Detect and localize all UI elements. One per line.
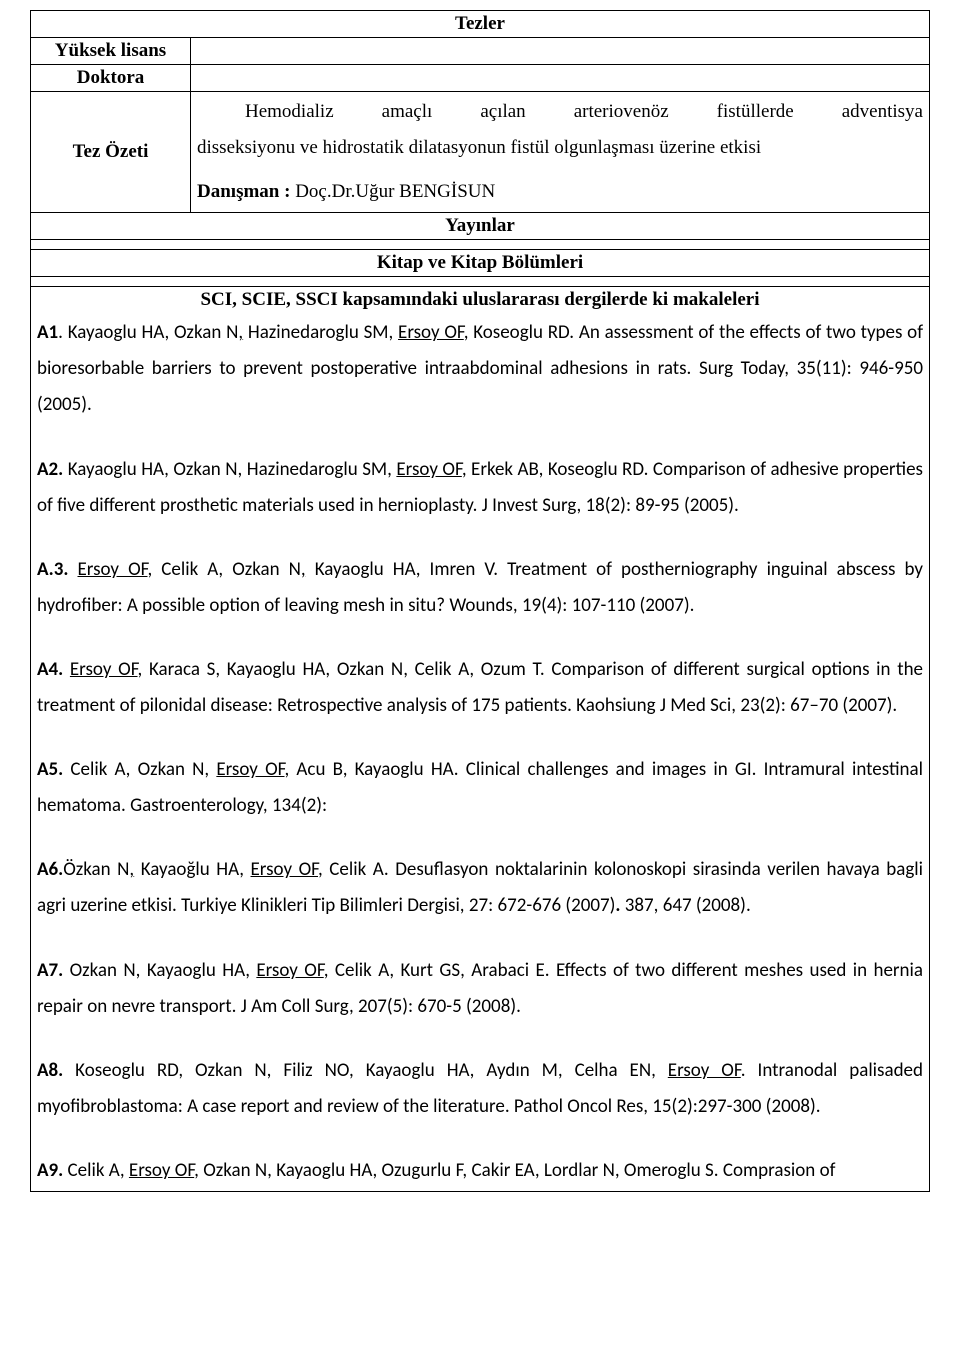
danisman-name: Doç.Dr.Uğur BENGİSUN — [290, 181, 495, 202]
row-sci-heading: SCI, SCIE, SSCI kapsamındaki uluslararas… — [31, 287, 930, 314]
a6-t2: Kayaoğlu HA, — [134, 858, 250, 881]
a1-t2: Hazinedaroglu SM, — [243, 321, 398, 344]
row-tezler: Tezler — [31, 11, 930, 38]
a8-ersoy: Ersoy OF — [668, 1059, 741, 1082]
a5-t1: Celik A, Ozkan N, — [63, 758, 216, 781]
article-a4: A4. Ersoy OF, Karaca S, Kayaoglu HA, Ozk… — [37, 652, 923, 724]
a3-ersoy: Ersoy OF — [78, 558, 148, 581]
a9-ersoy: Ersoy OF — [129, 1159, 194, 1182]
a9-t1: Celik A, — [63, 1159, 129, 1182]
row-doktora: Doktora — [31, 65, 930, 92]
a9-t2: , Ozkan N, Kayaoglu HA, Ozugurlu F, Caki… — [194, 1159, 835, 1182]
a4-label: A4. — [37, 658, 63, 681]
document-page: Tezler Yüksek lisans Doktora Tez Özeti H… — [0, 0, 960, 1192]
a2-label: A2. — [37, 458, 63, 481]
row-kitap: Kitap ve Kitap Bölümleri — [31, 250, 930, 277]
cv-table: Tezler Yüksek lisans Doktora Tez Özeti H… — [30, 10, 930, 1192]
tez-line1-part1: Hemodializ amaçlı açılan arteriovenöz fi… — [197, 94, 923, 130]
a2-ersoy: Ersoy OF — [396, 458, 461, 481]
a5-ersoy: Ersoy OF — [216, 758, 284, 781]
heading-tezler: Tezler — [31, 11, 930, 38]
article-a7: A7. Ozkan N, Kayaoglu HA, Ersoy OF, Celi… — [37, 953, 923, 1025]
a1-ersoy: Ersoy OF — [398, 321, 464, 344]
a4-sp — [63, 658, 70, 681]
a8-t1: Koseoglu RD, Ozkan N, Filiz NO, Kayaoglu… — [63, 1059, 668, 1082]
cell-yuksek-lisans-value — [191, 38, 930, 65]
a4-t1: , Karaca S, Kayaoglu HA, Ozkan N — [138, 658, 404, 681]
row-yayinlar: Yayınlar — [31, 213, 930, 240]
a9-label: A9. — [37, 1159, 63, 1182]
a6-label: A6. — [37, 858, 63, 881]
a6-ersoy: Ersoy OF — [251, 858, 318, 881]
a6-t4: 387, 647 (2008). — [621, 894, 751, 917]
heading-sci: SCI, SCIE, SSCI kapsamındaki uluslararas… — [31, 287, 930, 314]
a3-sp — [68, 558, 77, 581]
a2-t1: Kayaoglu HA, Ozkan N — [63, 458, 237, 481]
label-yuksek-lisans: Yüksek lisans — [31, 38, 191, 65]
a5-label: A5. — [37, 758, 63, 781]
article-a3: A.3. Ersoy OF, Celik A, Ozkan N, Kayaogl… — [37, 552, 923, 624]
article-a1: A1. Kayaoglu HA, Ozkan N, Hazinedaroglu … — [37, 315, 923, 423]
a7-ersoy: Ersoy OF — [256, 959, 323, 982]
a1-t1: . Kayaoglu HA, Ozkan N — [58, 321, 238, 344]
a1-label: A1 — [37, 321, 58, 344]
label-doktora: Doktora — [31, 65, 191, 92]
tez-line1-part2: disseksiyonu ve hidrostatik dilatasyonun… — [197, 137, 761, 158]
articles-body: A1. Kayaoglu HA, Ozkan N, Hazinedaroglu … — [31, 313, 930, 1191]
heading-kitap: Kitap ve Kitap Bölümleri — [31, 250, 930, 277]
spacer-2 — [31, 277, 930, 287]
a3-t1: , Celik A, Ozkan N — [148, 558, 301, 581]
spacer-1 — [31, 240, 930, 250]
row-tez-ozeti: Tez Özeti Hemodializ amaçlı açılan arter… — [31, 92, 930, 213]
article-a9: A9. Celik A, Ersoy OF, Ozkan N, Kayaoglu… — [37, 1153, 923, 1189]
a7-label: A7. — [37, 959, 63, 982]
row-yuksek-lisans: Yüksek lisans — [31, 38, 930, 65]
a3-label: A.3. — [37, 558, 68, 581]
row-articles: A1. Kayaoglu HA, Ozkan N, Hazinedaroglu … — [31, 313, 930, 1191]
danisman-label: Danışman : — [197, 181, 290, 202]
article-a6: A6.Özkan N, Kayaoğlu HA, Ersoy OF, Celik… — [37, 852, 923, 924]
a8-label: A8. — [37, 1059, 63, 1082]
a2-t2: Hazinedaroglu SM, — [242, 458, 396, 481]
a6-t1: Özkan N — [63, 858, 129, 881]
cell-doktora-value — [191, 65, 930, 92]
article-a5: A5. Celik A, Ozkan N, Ersoy OF, Acu B, K… — [37, 752, 923, 824]
a7-t1: Ozkan N, Kayaoglu HA, — [63, 959, 256, 982]
tez-ozeti-content: Hemodializ amaçlı açılan arteriovenöz fi… — [191, 92, 930, 213]
heading-yayinlar: Yayınlar — [31, 213, 930, 240]
article-a8: A8. Koseoglu RD, Ozkan N, Filiz NO, Kaya… — [37, 1053, 923, 1125]
a4-ersoy: Ersoy OF — [70, 658, 138, 681]
label-tez-ozeti: Tez Özeti — [31, 92, 191, 213]
article-a2: A2. Kayaoglu HA, Ozkan N, Hazinedaroglu … — [37, 452, 923, 524]
